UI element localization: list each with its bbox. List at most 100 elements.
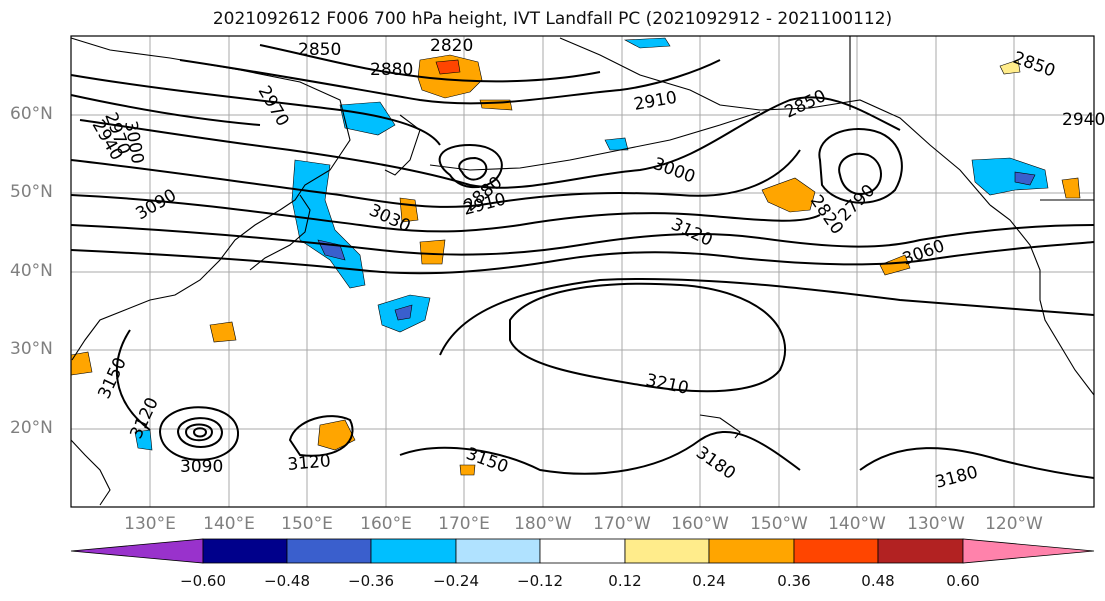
colorbar-tick: 0.60 [946,572,980,590]
hawaii [699,414,741,439]
colorbar-segment [877,538,964,564]
fill-positive [999,59,1021,75]
fill-positive [879,254,911,276]
na-west-coast [989,204,1095,396]
contour-label: 3120 [126,394,162,442]
lon-label: 180°W [514,514,572,534]
fill-negative [971,157,1049,196]
lon-label: 130°E [124,514,176,534]
japan-coast [249,194,311,271]
lat-label: 30°N [10,339,53,359]
low-center-west-inner [458,156,488,181]
contour-label: 2820 [430,36,473,56]
lon-label: 160°E [360,514,412,534]
colorbar-tick: −0.48 [264,572,310,590]
contour-label: 3150 [94,354,130,402]
asia-coast [70,37,351,361]
colorbar-segment [793,538,879,564]
fill-negative [623,37,671,49]
contour-label: 2880 [370,60,413,80]
gridlines [71,36,1094,507]
fill-negative-strong [394,304,413,321]
philippines [70,439,111,506]
fill-positive [761,177,816,213]
low-center-east-inner [838,152,882,195]
contour-label: 3090 [180,457,223,477]
coastlines [70,36,1095,506]
fill-negative [134,429,153,451]
colorbar [70,538,1095,564]
canada-border [849,36,1094,201]
colorbar-tick: 0.12 [608,572,642,590]
contour-label: 3180 [692,443,739,484]
colorbar-tick: −0.60 [180,572,226,590]
colorbar-segment [202,538,288,564]
colorbar-segment [286,538,372,564]
contour-label: 3060 [900,236,947,270]
low-center-west [438,143,503,189]
kamchatka-coast [384,114,421,176]
lon-label: 170°E [438,514,490,534]
height-contours [70,44,1095,479]
lat-label: 50°N [10,182,53,202]
lon-label: 140°W [828,514,886,534]
contour-label: 3000 [650,154,697,188]
contour-label: 3180 [933,462,980,493]
lon-label: 170°W [593,514,651,534]
contour-label: 2850 [1010,48,1057,82]
fill-negative [604,137,629,151]
contour-label: 3000 [120,119,147,165]
colorbar-high-extend [962,538,1095,564]
contour-label-group: 2850 2820 2880 2970 2940 2970 3000 3090 … [88,36,1105,493]
contour-label: 3120 [287,451,332,475]
map-border [70,35,1095,508]
colorbar-segment [370,538,457,564]
map-title: 2021092612 F006 700 hPa height, IVT Land… [212,9,893,29]
colorbar-segment [708,538,795,564]
colorbar-tick: 0.24 [692,572,726,590]
lon-label: 150°W [750,514,808,534]
contour-label: 2970 [254,83,293,130]
colorbar-tick: −0.24 [433,572,479,590]
fill-positive [317,419,356,451]
contour-label: 2940 [1062,110,1105,130]
lon-label: 160°W [671,514,729,534]
lat-label: 20°N [10,418,53,438]
fill-positive [1061,177,1081,199]
colorbar-tick: −0.36 [348,572,394,590]
aleutians [429,111,761,171]
typhoon [176,417,224,448]
fill-negative-strong [1014,171,1036,186]
alaska-coast [559,37,991,206]
contour-label: 2850 [298,40,341,60]
lon-label: 150°E [281,514,333,534]
contour-label: 3120 [668,214,716,250]
fill-positive-strong [435,59,461,75]
colorbar-low-extend [70,538,204,564]
contour-label: 2850 [782,86,830,122]
contour-label: 3210 [644,370,690,399]
lon-label: 130°W [907,514,965,534]
fill-positive [459,464,476,476]
lat-label: 40°N [10,261,53,281]
lon-label: 120°W [985,514,1043,534]
ivt-anomaly-fills [70,37,1081,476]
lon-label: 140°E [203,514,255,534]
colorbar-tick: −0.12 [517,572,563,590]
fill-positive [70,351,93,376]
colorbar-tick: 0.48 [861,572,895,590]
fill-positive [417,54,483,99]
lat-label: 60°N [10,104,53,124]
colorbar-segment [624,538,710,564]
low-center-east [818,128,903,204]
colorbar-segment [455,538,541,564]
colorbar-segment [539,538,626,564]
contour-label: 3090 [133,185,180,224]
subtropical-high [509,282,786,393]
fill-negative [339,101,396,136]
colorbar-tick: 0.36 [777,572,811,590]
fill-positive [419,239,446,265]
fill-positive [209,321,237,343]
contour-label: 2910 [632,88,678,115]
